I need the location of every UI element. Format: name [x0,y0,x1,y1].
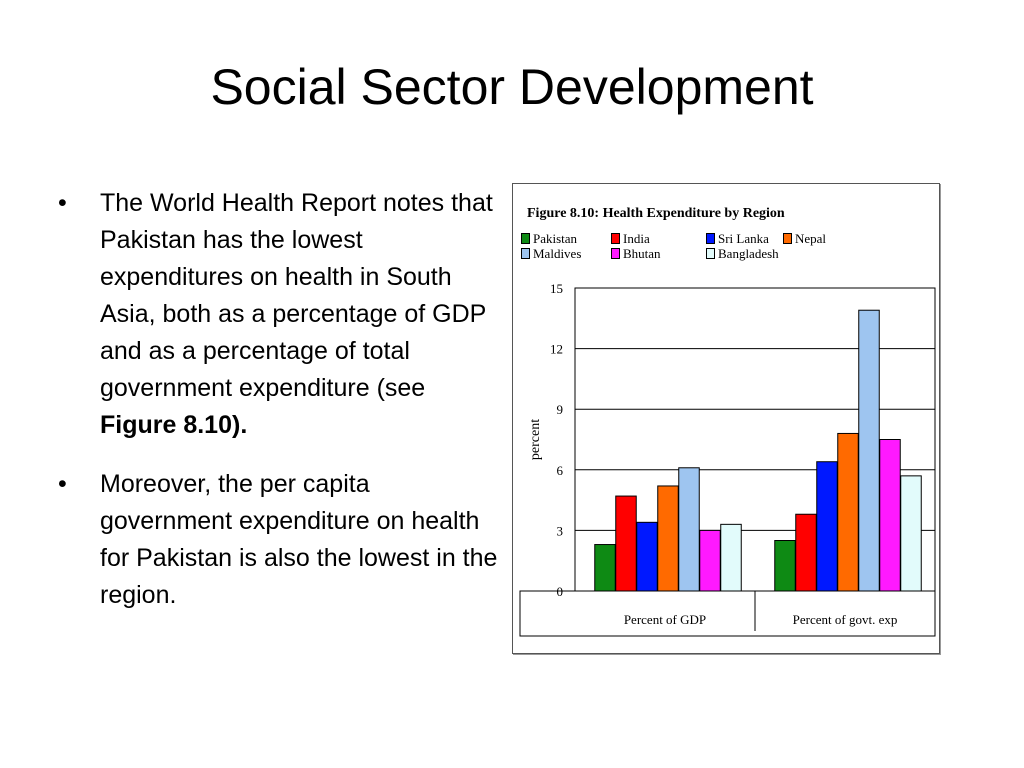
legend-swatch [521,248,530,259]
legend-item: Nepal [783,232,826,246]
y-tick-label: 15 [550,281,563,296]
y-tick-label: 9 [557,402,564,417]
y-tick-label: 12 [550,342,563,357]
bullet-list: • The World Health Report notes that Pak… [58,185,498,636]
bar-pakistan [774,540,796,592]
legend-swatch [706,248,715,259]
bar-nepal [837,432,859,592]
legend-swatch [783,233,792,244]
legend-label: Bhutan [623,246,661,261]
category-axis-box [519,590,936,637]
bullet-item: • The World Health Report notes that Pak… [58,185,498,444]
legend-label: Pakistan [533,231,578,246]
y-axis-label: percent [528,419,543,460]
legend-item: Sri Lanka [706,232,769,246]
bar-maldives [678,467,700,592]
legend-label: India [623,231,650,246]
legend-item: Maldives [521,247,581,261]
x-category-label: Percent of GDP [624,612,706,627]
slide-title: Social Sector Development [210,59,814,115]
bullet-item: • Moreover, the per capita government ex… [58,466,498,614]
chart-figure: 0 3 6 9 12 15 percent Percent of GDP Percent of … [512,183,940,654]
legend-swatch [521,233,530,244]
chart-title: Figure 8.10: Health Expenditure by Regio… [527,206,785,221]
bullet-text: Moreover, the per capita government expe… [100,470,498,609]
bar-bangladesh [900,475,922,592]
legend-swatch [706,233,715,244]
bar-bhutan [699,529,721,592]
legend-label: Bangladesh [718,246,779,261]
bar-india [795,513,817,592]
legend-item: Pakistan [521,232,577,246]
legend-item: Bhutan [611,247,661,261]
y-tick-label: 6 [557,463,564,478]
bar-bhutan [879,439,901,592]
x-category-label: Percent of govt. exp [793,612,898,627]
bar-pakistan [594,544,616,592]
bar-india [615,495,637,592]
bullet-figure-ref: Figure 8.10). [100,411,248,439]
legend-label: Maldives [533,246,582,261]
bullet-dot: • [58,470,67,498]
bar-sri-lanka [636,521,658,592]
legend-label: Nepal [795,231,827,246]
legend-item: Bangladesh [706,247,779,261]
bar-sri-lanka [816,461,838,592]
bar-bangladesh [720,523,742,592]
bar-nepal [657,485,679,592]
legend-item: India [611,232,650,246]
legend-swatch [611,248,620,259]
bullet-dot: • [58,189,67,217]
legend-swatch [611,233,620,244]
y-tick-label: 3 [557,523,564,538]
bullet-text: The World Health Report notes that Pakis… [100,189,493,402]
bar-maldives [858,309,880,592]
legend-label: Sri Lanka [718,231,769,246]
